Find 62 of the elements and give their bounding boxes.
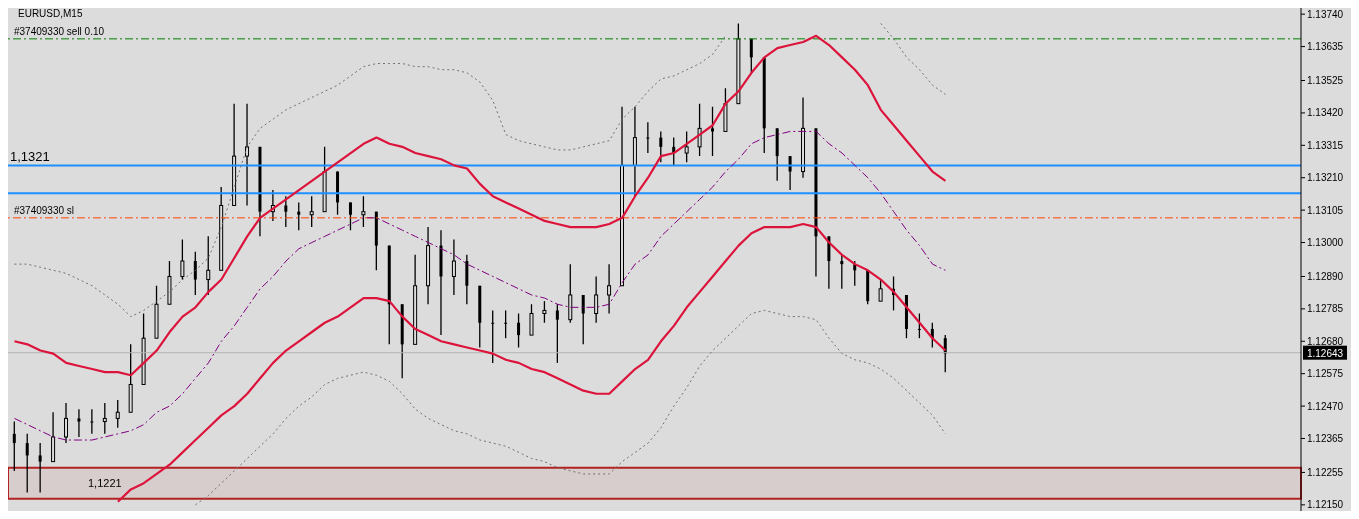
line-series: [13, 130, 946, 441]
y-tick-label: 1.13210: [1307, 172, 1344, 184]
candlestick: [284, 195, 288, 228]
candlestick: [297, 201, 301, 231]
y-tick-label: 1.12785: [1307, 303, 1344, 315]
candlestick: [77, 408, 81, 438]
candlestick: [840, 254, 844, 290]
candlestick: [245, 103, 250, 207]
y-tick-label: 1.13740: [1307, 8, 1344, 20]
y-tick-label: 1.13000: [1307, 237, 1344, 249]
candlestick: [206, 235, 211, 296]
candlestick: [451, 238, 456, 296]
y-tick-label: 1.13635: [1307, 41, 1344, 53]
candlestick: [646, 121, 650, 154]
y-tick-label: 1.12150: [1307, 499, 1344, 511]
candlestick: [542, 300, 547, 324]
candlestick: [102, 402, 107, 435]
y-tick-label: 1.12575: [1307, 368, 1344, 380]
candlestick: [90, 408, 94, 435]
candlestick: [529, 303, 534, 336]
candlestick: [115, 399, 120, 429]
candlestick: [491, 309, 495, 364]
y-tick-label: 1.12255: [1307, 466, 1344, 478]
ref-line-label: 1.12643: [1306, 347, 1344, 359]
y-tick-label: 1.12680: [1307, 335, 1344, 347]
y-tick-label: 1.13105: [1307, 204, 1344, 216]
candlestick: [193, 251, 197, 296]
line-series: [194, 309, 946, 506]
candlestick: [711, 106, 715, 157]
candlestick: [581, 294, 585, 346]
ref-line-label: #37409330 sell 0.10: [14, 25, 105, 37]
candlestick: [749, 38, 753, 74]
candlestick: [25, 433, 29, 494]
candlestick: [361, 195, 366, 228]
ref-line-label: 1,1321: [10, 149, 50, 165]
y-tick-label: 1.12470: [1307, 400, 1344, 412]
candlestick: [878, 278, 883, 302]
band-label: 1,1221: [88, 477, 122, 490]
candlestick: [555, 303, 559, 364]
candlestick: [38, 442, 42, 494]
candlestick: [697, 103, 702, 157]
candlestick: [517, 312, 521, 349]
y-tick-label: 1.13525: [1307, 75, 1344, 87]
candlestick: [309, 195, 314, 228]
ref-line-label: #37409330 sl: [14, 204, 75, 216]
y-tick-label: 1.13315: [1307, 139, 1344, 151]
chart-title: EURUSD,M15: [18, 8, 83, 19]
candlestick: [607, 263, 612, 315]
y-tick-label: 1.13420: [1307, 107, 1344, 119]
y-tick-label: 1.12890: [1307, 271, 1344, 283]
y-tick-label: 1.12365: [1307, 433, 1344, 445]
candlestick: [594, 275, 599, 324]
candlestick: [917, 312, 921, 339]
candlestick: [64, 402, 69, 444]
candlestick: [504, 309, 508, 339]
candlestick: [788, 155, 792, 191]
candlestick: [180, 238, 185, 281]
candlestick: [659, 130, 663, 163]
candlestick: [684, 130, 689, 163]
candlestick: [12, 420, 16, 472]
candlestick: [348, 201, 352, 231]
line-series: [13, 34, 947, 377]
